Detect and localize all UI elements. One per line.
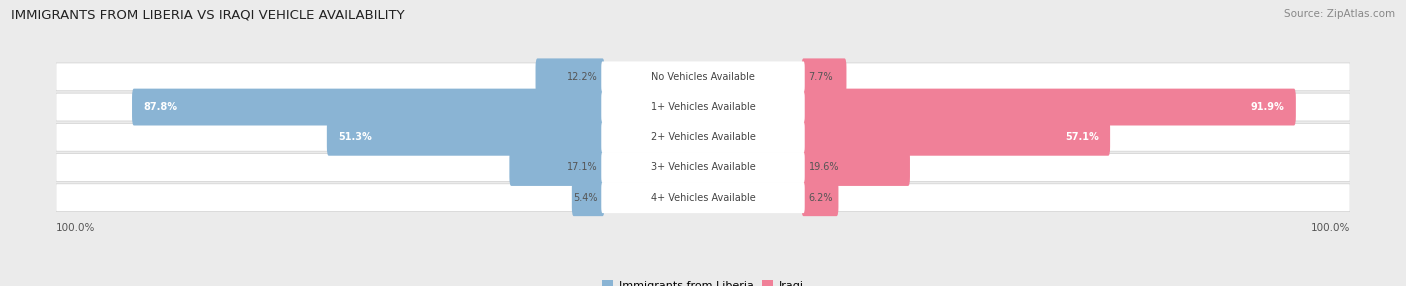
FancyBboxPatch shape [536, 58, 605, 95]
FancyBboxPatch shape [56, 123, 1350, 151]
FancyBboxPatch shape [132, 89, 605, 126]
FancyBboxPatch shape [56, 184, 1350, 212]
Text: 6.2%: 6.2% [808, 193, 832, 203]
Text: 4+ Vehicles Available: 4+ Vehicles Available [651, 193, 755, 203]
Text: No Vehicles Available: No Vehicles Available [651, 72, 755, 82]
FancyBboxPatch shape [801, 119, 1111, 156]
FancyBboxPatch shape [56, 154, 1350, 181]
FancyBboxPatch shape [56, 63, 1350, 91]
FancyBboxPatch shape [602, 92, 804, 122]
FancyBboxPatch shape [801, 149, 910, 186]
Text: 2+ Vehicles Available: 2+ Vehicles Available [651, 132, 755, 142]
Text: Source: ZipAtlas.com: Source: ZipAtlas.com [1284, 9, 1395, 19]
FancyBboxPatch shape [509, 149, 605, 186]
FancyBboxPatch shape [602, 182, 804, 213]
Text: 87.8%: 87.8% [143, 102, 177, 112]
FancyBboxPatch shape [602, 61, 804, 92]
Text: 91.9%: 91.9% [1251, 102, 1285, 112]
FancyBboxPatch shape [602, 152, 804, 183]
Text: 19.6%: 19.6% [808, 162, 839, 172]
Text: IMMIGRANTS FROM LIBERIA VS IRAQI VEHICLE AVAILABILITY: IMMIGRANTS FROM LIBERIA VS IRAQI VEHICLE… [11, 9, 405, 21]
Text: 7.7%: 7.7% [808, 72, 834, 82]
Text: 3+ Vehicles Available: 3+ Vehicles Available [651, 162, 755, 172]
FancyBboxPatch shape [326, 119, 605, 156]
FancyBboxPatch shape [572, 179, 605, 216]
FancyBboxPatch shape [602, 122, 804, 153]
Text: 5.4%: 5.4% [574, 193, 598, 203]
Text: 51.3%: 51.3% [339, 132, 373, 142]
FancyBboxPatch shape [801, 58, 846, 95]
FancyBboxPatch shape [801, 179, 838, 216]
FancyBboxPatch shape [801, 89, 1296, 126]
Text: 57.1%: 57.1% [1066, 132, 1099, 142]
Text: 17.1%: 17.1% [567, 162, 598, 172]
Legend: Immigrants from Liberia, Iraqi: Immigrants from Liberia, Iraqi [598, 276, 808, 286]
Text: 1+ Vehicles Available: 1+ Vehicles Available [651, 102, 755, 112]
Text: 12.2%: 12.2% [567, 72, 598, 82]
FancyBboxPatch shape [56, 93, 1350, 121]
